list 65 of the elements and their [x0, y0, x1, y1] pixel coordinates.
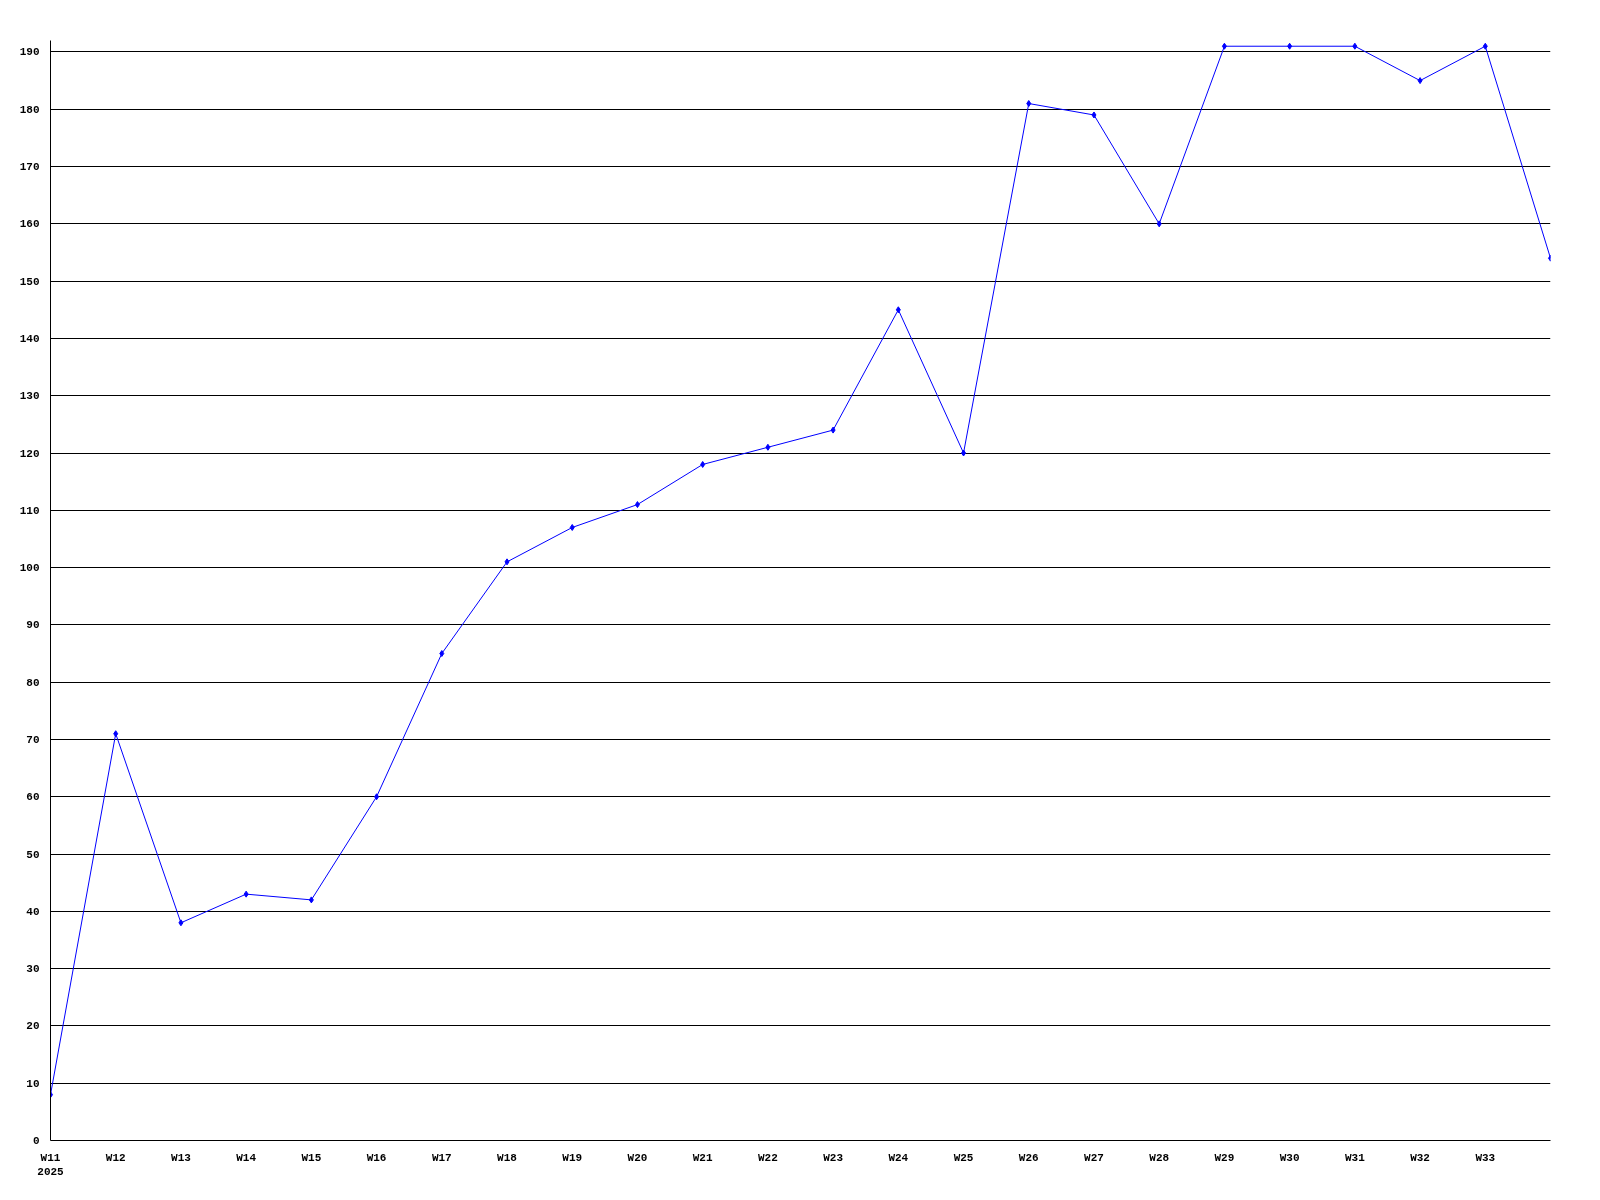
point [961, 449, 967, 457]
point [1417, 77, 1423, 85]
x-tick-label: W11 2025 [37, 1151, 65, 1178]
point [1221, 42, 1227, 50]
y-tick-label: 140 [19, 332, 40, 345]
point [569, 523, 575, 531]
x-tick-label: W18 [497, 1151, 518, 1164]
x-tick-label: W12 [105, 1151, 126, 1164]
x-tick-label: W15 [301, 1151, 322, 1164]
point [439, 650, 445, 658]
y-tick-label: 50 [26, 848, 40, 861]
x-tick-label: W14 [236, 1151, 257, 1164]
x-tick-label: W28 [1149, 1151, 1170, 1164]
x-tick-label: W22 [757, 1151, 778, 1164]
x-tick-label: W13 [171, 1151, 192, 1164]
y-tick-label: 100 [19, 562, 40, 575]
x-tick-label: W24 [888, 1151, 909, 1164]
x-tick-label: W30 [1279, 1151, 1300, 1164]
x-tick-label: W16 [366, 1151, 387, 1164]
y-tick-label: 10 [26, 1077, 40, 1090]
point [765, 443, 771, 451]
y-tick-label: 180 [19, 103, 40, 116]
point [895, 306, 901, 314]
y-tick-label: 90 [26, 619, 40, 632]
y-tick-label: 60 [26, 791, 40, 804]
x-tick-label: W25 [953, 1151, 974, 1164]
x-tick-label: W32 [1410, 1151, 1430, 1164]
x-tick-label: W29 [1214, 1151, 1235, 1164]
y-tick-label: 30 [26, 963, 40, 976]
y-tick-label: 80 [26, 676, 40, 689]
point [308, 896, 314, 904]
y-tick-label: 190 [19, 46, 40, 59]
y-tick-label: 70 [26, 733, 40, 746]
y-tick-label: 20 [26, 1020, 40, 1033]
point [504, 558, 510, 566]
y-tick-label: 130 [19, 390, 40, 403]
point [634, 501, 640, 509]
point [374, 793, 380, 801]
x-tick-label: W21 [692, 1151, 713, 1164]
y-tick-label: 160 [19, 218, 40, 231]
point [113, 730, 119, 738]
point [178, 919, 184, 927]
point [1156, 220, 1162, 228]
x-tick-label: W19 [562, 1151, 583, 1164]
point [700, 460, 706, 468]
y-tick-label: 40 [26, 905, 40, 918]
point [1287, 42, 1293, 50]
x-tick-label: W31 [1344, 1151, 1366, 1164]
x-tick-label: W17 [431, 1151, 452, 1164]
point [1352, 42, 1358, 50]
point [830, 426, 836, 434]
point [1091, 111, 1097, 119]
point [1482, 42, 1488, 50]
x-tick-label: W23 [823, 1151, 844, 1164]
x-tick-label: W26 [1018, 1151, 1039, 1164]
y-tick-label: 120 [19, 447, 40, 460]
y-tick-label: 150 [19, 275, 40, 288]
y-tick-label: 170 [19, 161, 40, 174]
point [243, 890, 249, 898]
x-tick-label: W33 [1475, 1151, 1496, 1164]
point [1026, 100, 1032, 108]
y-tick-label: 110 [19, 504, 40, 517]
y-tick-label: 0 [32, 1135, 40, 1147]
x-tick-label: W27 [1084, 1151, 1104, 1164]
x-tick-label: W20 [627, 1151, 648, 1164]
